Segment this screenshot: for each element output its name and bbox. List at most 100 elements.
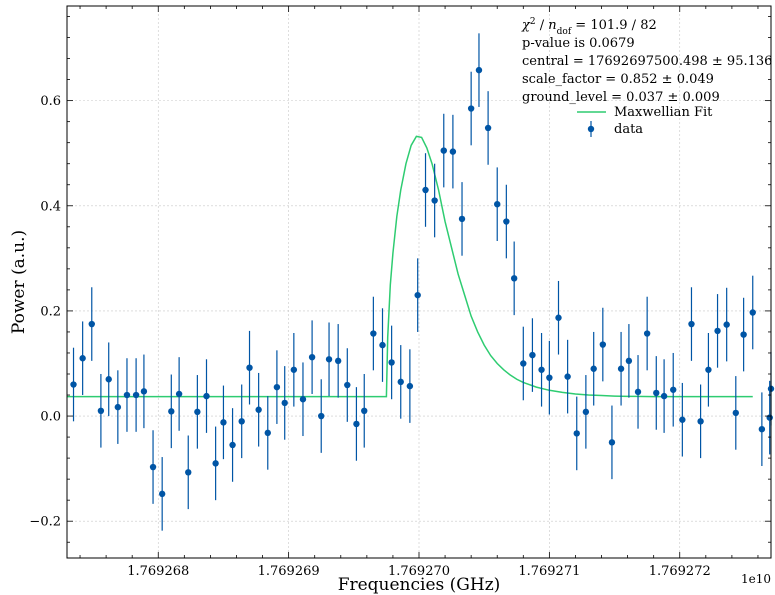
x-axis-offset-label: 1e10 [741,572,771,586]
data-point [140,388,148,395]
data-point [414,291,421,299]
data-point [529,351,536,359]
y-tick-label: 0.2 [40,304,61,319]
data-point [431,197,438,204]
data-point [379,341,386,349]
data-point [370,330,377,337]
data-point [758,426,766,433]
chi2-superscript: 2 [530,17,536,27]
ndof-subscript: dof [557,27,572,37]
data-point [705,366,712,373]
data-point [255,406,262,413]
data-point [194,408,201,416]
data-point [749,309,756,316]
data-point [406,382,414,390]
data-point [494,200,501,208]
data-point [132,391,140,399]
data-point [361,407,368,414]
stat-ground-level: ground_level = 0.037 ± 0.009 [522,90,720,105]
stat-central: central = 17692697500.498 ± 95.136 [522,54,772,69]
y-tick-label: 0.0 [40,410,61,425]
x-axis-label: Frequencies (GHz) [338,575,501,595]
data-point [697,418,704,425]
data-point [599,341,607,348]
data-point [634,388,642,396]
fit-curve [67,135,753,398]
data-point [388,359,395,366]
data-point [203,392,210,400]
data-point [281,399,288,407]
data-point [229,441,236,449]
data-point [503,218,510,225]
data-point [440,147,447,154]
data-point [123,391,131,399]
data-point [158,490,166,498]
data-point [723,321,730,328]
stat-chi2: χ2 / ndof = 101.9 / 82 [521,17,657,37]
data-point [70,381,77,388]
data-point [653,389,660,397]
stat-scale-factor: scale_factor = 0.852 ± 0.049 [522,72,714,87]
data-point [79,355,86,362]
stat-p-value: p-value is 0.0679 [522,36,635,51]
data-point [740,331,747,338]
data-point [546,374,553,381]
data-point [246,364,253,371]
y-tick-label: 0.4 [40,199,61,214]
data-point [114,403,122,411]
data-point [714,327,721,335]
data-point [670,386,677,393]
data-point [458,215,466,223]
axis-ticks: 1.769268 1.769269 1.769270 1.769271 1.769272… [29,6,771,579]
data-point [318,412,325,420]
data-point [608,439,616,446]
y-axis-label: Power (a.u.) [9,230,29,334]
fit-curve-layer [67,135,753,398]
data-point [484,124,492,132]
data-point [564,373,571,380]
data-point [88,320,95,328]
chi2-value: = 101.9 / 82 [571,18,657,33]
grid [67,6,771,558]
data-point [397,378,404,386]
data-point [732,409,739,417]
x-tick-label: 1.769270 [388,564,450,579]
data-point [475,66,483,74]
data-point [334,357,342,365]
data-point [185,469,192,476]
data-point [299,396,307,403]
data-point [353,420,360,428]
data-point [273,383,281,391]
data-point [220,419,227,426]
ndof-symbol: n [548,18,556,33]
data-point [175,390,183,398]
data-point [325,356,333,363]
data-point [555,314,562,321]
data-point [308,353,316,361]
data-point [168,408,175,415]
data-points-layer [70,33,775,531]
data-point [679,416,686,423]
fit-statistics: χ2 / ndof = 101.9 / 82 p-value is 0.0679… [521,17,772,105]
x-tick-label: 1.769269 [258,564,320,579]
data-point [264,429,271,437]
data-point [422,186,429,194]
data-point [105,376,112,383]
data-point [97,407,105,414]
data-point [617,365,625,372]
data-point [510,275,518,282]
y-tick-label: −0.2 [29,515,61,530]
x-tick-label: 1.769268 [127,564,189,579]
data-point [573,430,580,437]
data-point [766,414,773,421]
data-point [688,320,695,328]
data-point [660,392,668,400]
data-point [538,366,545,373]
data-point [290,366,298,373]
data-point [467,105,475,112]
legend-data-label: data [614,122,643,137]
data-point [449,148,457,155]
data-point [238,418,245,425]
